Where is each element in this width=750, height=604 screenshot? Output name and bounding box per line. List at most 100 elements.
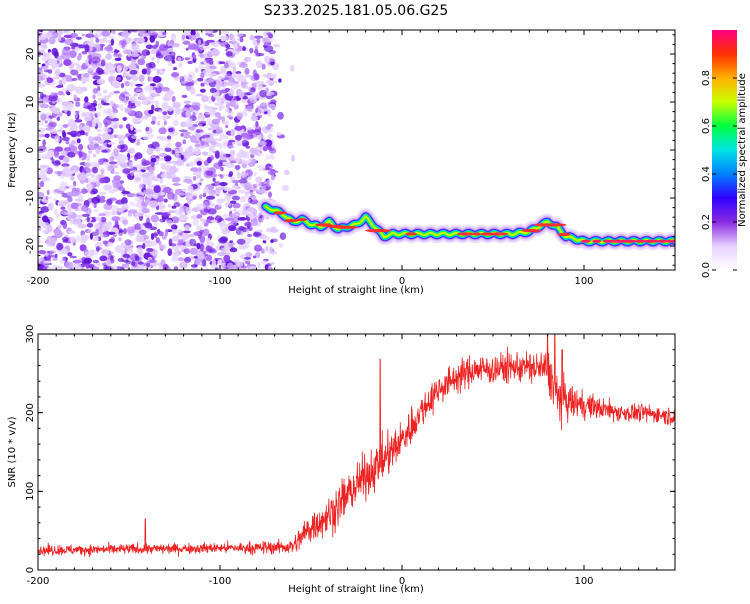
noise-blob — [193, 147, 201, 156]
noise-blob — [256, 38, 261, 44]
noise-blob — [215, 187, 223, 191]
noise-blob — [38, 216, 41, 225]
noise-blob — [171, 55, 176, 61]
noise-blob — [220, 174, 224, 179]
noise-blob — [200, 82, 205, 87]
noise-blob — [74, 46, 80, 53]
noise-blob — [39, 180, 45, 188]
noise-blob — [186, 76, 193, 83]
noise-blob — [96, 92, 103, 97]
noise-blob — [249, 198, 258, 205]
noise-blob — [235, 71, 242, 75]
noise-blob — [61, 106, 67, 110]
noise-blob — [149, 171, 155, 179]
noise-blob — [80, 77, 90, 82]
noise-blob — [62, 124, 69, 128]
noise-blob — [124, 239, 132, 246]
noise-blob — [233, 43, 238, 50]
noise-blob — [67, 215, 72, 221]
noise-blob — [247, 207, 256, 212]
x-tick-label: -100 — [209, 576, 232, 587]
noise-blob — [186, 118, 193, 124]
noise-blob — [189, 247, 199, 255]
noise-blob — [95, 30, 103, 35]
noise-blob — [183, 230, 191, 234]
noise-blob — [212, 177, 216, 182]
noise-blob — [86, 105, 92, 109]
noise-blob — [267, 170, 276, 175]
noise-blob — [69, 218, 75, 223]
noise-blob — [89, 37, 94, 44]
noise-blob — [188, 161, 195, 167]
noise-blob — [207, 33, 215, 38]
noise-blob — [156, 157, 166, 161]
noise-blob — [105, 53, 112, 60]
noise-blob — [153, 176, 159, 182]
noise-blob — [178, 129, 188, 133]
noise-blob — [54, 150, 60, 158]
noise-blob — [199, 236, 205, 245]
noise-blob — [76, 73, 81, 78]
noise-blob — [194, 144, 201, 148]
noise-blob — [239, 36, 244, 43]
noise-blob — [110, 120, 120, 129]
noise-blob — [173, 149, 180, 155]
noise-blob — [162, 113, 168, 121]
noise-blob — [122, 219, 129, 225]
noise-blob — [183, 176, 192, 179]
noise-blob — [214, 102, 224, 106]
noise-blob — [124, 156, 129, 161]
noise-blob — [161, 88, 171, 92]
noise-blob — [75, 214, 83, 219]
noise-blob — [134, 223, 142, 231]
noise-blob — [129, 161, 134, 169]
noise-blob — [199, 63, 204, 70]
noise-blob — [146, 147, 154, 156]
noise-blob — [225, 124, 229, 129]
noise-blob — [38, 99, 45, 108]
noise-blob — [149, 83, 156, 87]
noise-blob — [86, 168, 93, 174]
noise-blob — [81, 50, 88, 55]
noise-blob — [279, 232, 287, 240]
noise-blob — [38, 166, 48, 174]
noise-blob — [47, 59, 58, 66]
noise-blob — [268, 33, 273, 39]
noise-blob — [160, 165, 167, 170]
noise-blob — [38, 210, 45, 214]
noise-blob — [102, 102, 110, 106]
noise-blob — [213, 138, 223, 142]
noise-blob — [154, 161, 159, 166]
noise-blob — [46, 189, 50, 196]
noise-blob — [85, 33, 94, 39]
noise-blob — [160, 173, 169, 178]
y-tick-label: 0 — [25, 567, 36, 573]
noise-blob — [138, 183, 144, 189]
noise-blob — [188, 43, 197, 50]
noise-blob — [257, 261, 261, 269]
colorbar-tick-label: 0.6 — [701, 118, 712, 134]
noise-blob — [118, 139, 125, 145]
x-tick-label: -200 — [27, 576, 50, 587]
noise-blob — [245, 86, 249, 89]
noise-blob — [88, 58, 92, 65]
noise-blob — [139, 229, 147, 235]
noise-blob — [81, 213, 90, 217]
noise-blob — [270, 153, 274, 158]
noise-blob — [118, 93, 126, 102]
noise-blob — [146, 247, 154, 252]
noise-blob — [46, 267, 54, 270]
y-tick-label: -20 — [25, 238, 36, 254]
noise-blob — [91, 237, 100, 242]
noise-blob — [192, 111, 196, 118]
noise-blob — [245, 145, 251, 149]
noise-blob — [172, 119, 179, 127]
noise-blob — [73, 180, 77, 187]
noise-blob — [158, 231, 164, 237]
noise-blob — [126, 226, 135, 234]
noise-blob — [200, 208, 208, 216]
noise-blob — [215, 82, 222, 90]
noise-blob — [255, 80, 265, 85]
noise-blob — [38, 132, 42, 139]
noise-blob — [38, 172, 48, 179]
